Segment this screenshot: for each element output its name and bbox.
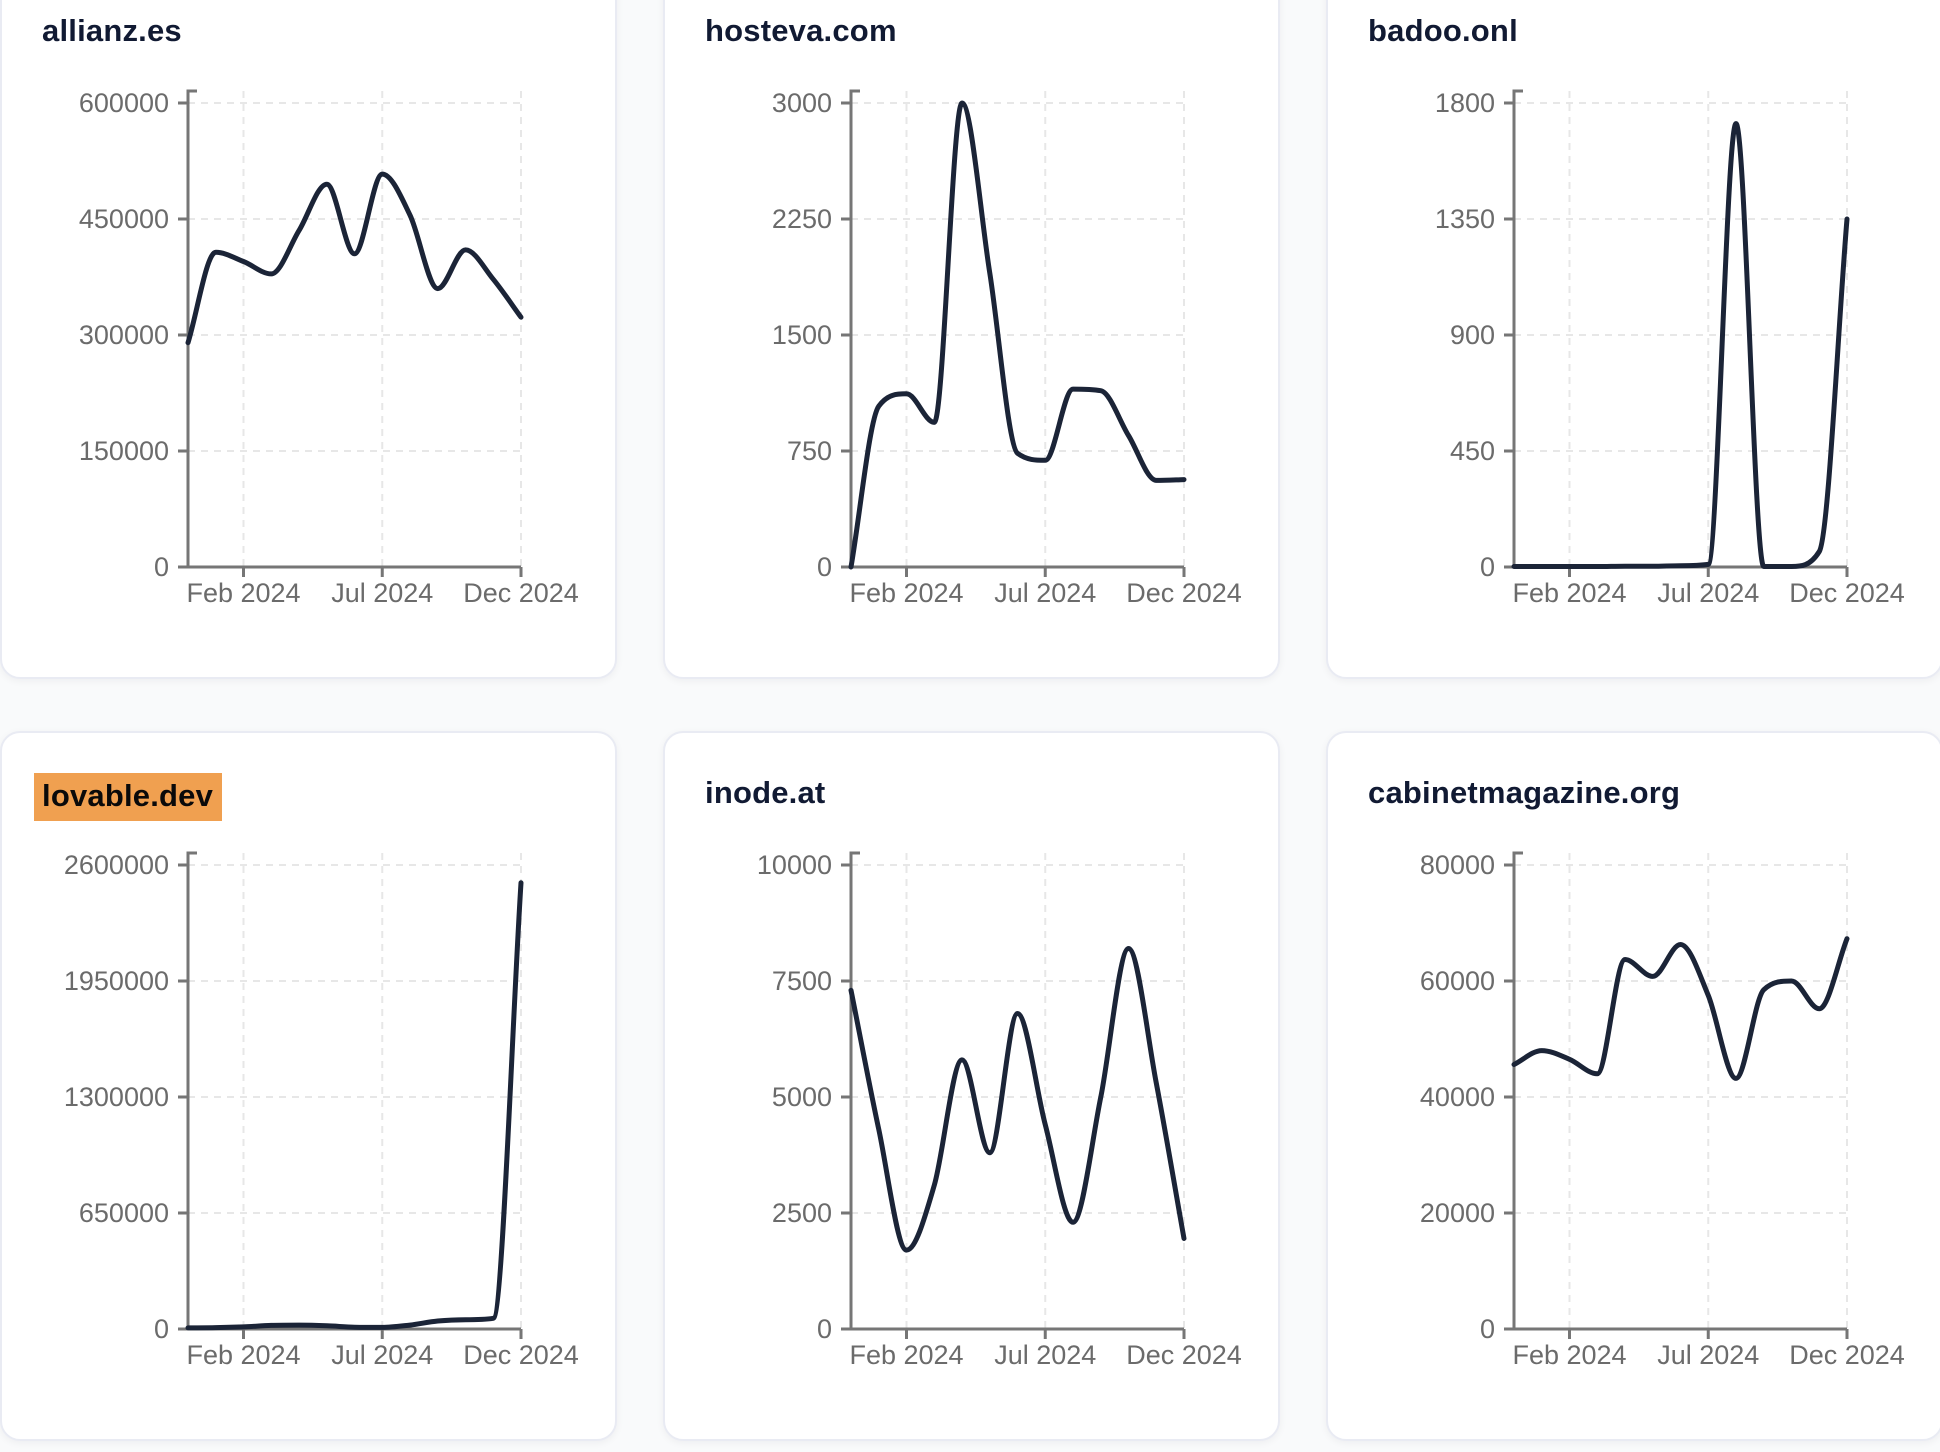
traffic-line-chart: 0 650000 1300000 1950000 2600000 Feb 2024 Jul … (64, 850, 579, 1370)
traffic-series-line (1511, 121, 1850, 569)
card-allianz-es: allianz.es 0 150000 300000 450000 600000 Feb … (0, 0, 617, 679)
domain-title: badoo.onl (1368, 11, 1518, 51)
x-axis-tick-label: Jul 2024 (331, 1340, 433, 1370)
y-axis-tick-label: 450 (1450, 436, 1495, 466)
y-axis-tick-label: 20000 (1420, 1198, 1495, 1228)
traffic-series-line (185, 880, 524, 1331)
card-lovable-dev: lovable.dev 0 650000 1300000 1950000 2600000… (0, 731, 617, 1441)
y-axis-tick-label: 0 (154, 1314, 169, 1344)
y-axis-tick-label: 750 (787, 436, 832, 466)
y-axis-tick-label: 600000 (79, 88, 169, 118)
x-axis-tick-label: Feb 2024 (1512, 578, 1626, 608)
card-cabinetmagazine-org: cabinetmagazine.org 0 20000 40000 60000 8000… (1326, 731, 1940, 1441)
domain-title: hosteva.com (705, 11, 897, 51)
x-axis-tick-label: Dec 2024 (1126, 578, 1242, 608)
domain-name: badoo.onl (1368, 13, 1518, 48)
card-hosteva-com: hosteva.com 0 750 1500 2250 3000 Feb 2024 Jul … (663, 0, 1280, 679)
traffic-series-line (848, 100, 1187, 570)
x-axis-tick-label: Dec 2024 (463, 1340, 579, 1370)
y-axis-tick-label: 0 (154, 552, 169, 582)
x-axis-tick-label: Dec 2024 (463, 578, 579, 608)
traffic-line-chart: 0 2500 5000 7500 10000 Feb 2024 Jul 2024 Dec 20… (757, 850, 1242, 1370)
domain-title: allianz.es (42, 11, 182, 51)
traffic-series-line (848, 946, 1187, 1253)
y-axis-tick-label: 80000 (1420, 850, 1495, 880)
domain-name: cabinetmagazine.org (1368, 775, 1681, 810)
y-axis-tick-label: 7500 (772, 966, 832, 996)
y-axis-tick-label: 300000 (79, 320, 169, 350)
y-axis-tick-label: 5000 (772, 1082, 832, 1112)
domain-name: inode.at (705, 775, 826, 810)
domain-title: inode.at (705, 773, 825, 813)
x-axis-tick-label: Feb 2024 (849, 1340, 963, 1370)
y-axis-tick-label: 450000 (79, 204, 169, 234)
x-axis-tick-label: Feb 2024 (186, 578, 300, 608)
y-axis-tick-label: 1350 (1435, 204, 1495, 234)
y-axis-tick-label: 3000 (772, 88, 832, 118)
y-axis-tick-label: 0 (817, 552, 832, 582)
traffic-line-chart: 0 20000 40000 60000 80000 Feb 2024 Jul 2024 Dec… (1420, 850, 1905, 1370)
y-axis-tick-label: 1500 (772, 320, 832, 350)
x-axis-tick-label: Dec 2024 (1789, 1340, 1905, 1370)
x-axis-tick-label: Jul 2024 (331, 578, 433, 608)
card-badoo-onl: badoo.onl 0 450 900 1350 1800 Feb 2024 Jul 202… (1326, 0, 1940, 679)
y-axis-tick-label: 2500 (772, 1198, 832, 1228)
y-axis-tick-label: 650000 (79, 1198, 169, 1228)
x-axis-tick-label: Feb 2024 (186, 1340, 300, 1370)
traffic-line-chart: 0 450 900 1350 1800 Feb 2024 Jul 2024 Dec 2024 (1435, 88, 1905, 608)
y-axis-tick-label: 40000 (1420, 1082, 1495, 1112)
traffic-line-chart: 0 750 1500 2250 3000 Feb 2024 Jul 2024 Dec 2024 (772, 88, 1242, 608)
y-axis-tick-label: 60000 (1420, 966, 1495, 996)
y-axis-tick-label: 2600000 (64, 850, 169, 880)
x-axis-tick-label: Feb 2024 (1512, 1340, 1626, 1370)
x-axis-tick-label: Jul 2024 (1657, 1340, 1759, 1370)
x-axis-tick-label: Dec 2024 (1789, 578, 1905, 608)
y-axis-tick-label: 1800 (1435, 88, 1495, 118)
domain-title: lovable.dev (34, 773, 223, 821)
x-axis-tick-label: Jul 2024 (994, 578, 1096, 608)
y-axis-tick-label: 0 (1480, 1314, 1495, 1344)
y-axis-tick-label: 10000 (757, 850, 832, 880)
domain-title: cabinetmagazine.org (1368, 773, 1680, 813)
traffic-series-line (185, 171, 524, 346)
domain-name: allianz.es (42, 13, 182, 48)
y-axis-tick-label: 0 (1480, 552, 1495, 582)
x-axis-tick-label: Jul 2024 (994, 1340, 1096, 1370)
y-axis-tick-label: 2250 (772, 204, 832, 234)
traffic-line-chart: 0 150000 300000 450000 600000 Feb 2024 Jul 202… (79, 88, 579, 608)
traffic-series-line (1511, 936, 1850, 1081)
domain-name: lovable.dev (34, 773, 223, 821)
domain-name: hosteva.com (705, 13, 897, 48)
y-axis-tick-label: 150000 (79, 436, 169, 466)
y-axis-tick-label: 1300000 (64, 1082, 169, 1112)
x-axis-tick-label: Dec 2024 (1126, 1340, 1242, 1370)
x-axis-tick-label: Jul 2024 (1657, 578, 1759, 608)
y-axis-tick-label: 1950000 (64, 966, 169, 996)
x-axis-tick-label: Feb 2024 (849, 578, 963, 608)
card-inode-at: inode.at 0 2500 5000 7500 10000 Feb 2024 Jul 2… (663, 731, 1280, 1441)
y-axis-tick-label: 0 (817, 1314, 832, 1344)
y-axis-tick-label: 900 (1450, 320, 1495, 350)
